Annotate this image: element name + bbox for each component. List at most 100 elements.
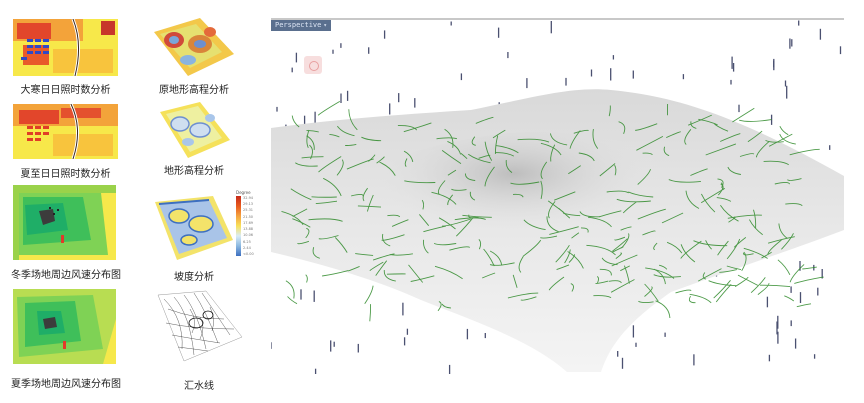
flow-line bbox=[784, 295, 795, 302]
flow-line bbox=[375, 260, 388, 276]
flow-line bbox=[653, 274, 681, 278]
original-elevation-caption: 原地形高程分析 bbox=[159, 85, 229, 96]
perspective-viewport[interactable]: Perspective ▾ bbox=[271, 18, 844, 374]
flow-line bbox=[548, 201, 556, 219]
flow-line bbox=[620, 265, 631, 272]
wind-winter-thumbnail[interactable] bbox=[13, 185, 116, 260]
flow-line bbox=[666, 241, 683, 254]
flow-line bbox=[750, 277, 766, 294]
flow-line bbox=[315, 200, 338, 205]
flow-line bbox=[781, 233, 794, 250]
flow-line bbox=[732, 107, 755, 123]
flow-line bbox=[601, 257, 618, 266]
wind-summer-thumbnail[interactable] bbox=[13, 289, 116, 364]
flow-line bbox=[655, 300, 671, 319]
slope-legend-tick: 32.94 bbox=[243, 196, 254, 200]
flow-line bbox=[404, 180, 436, 184]
flow-line bbox=[616, 198, 651, 203]
flow-line bbox=[369, 261, 384, 272]
flow-line bbox=[408, 264, 424, 283]
flow-line bbox=[612, 238, 628, 252]
slope-legend-tick: 13.88 bbox=[243, 227, 254, 232]
flow-line bbox=[522, 239, 542, 257]
flow-line bbox=[586, 244, 616, 256]
flow-line bbox=[573, 129, 589, 134]
flow-line bbox=[305, 227, 310, 239]
flow-line bbox=[571, 232, 580, 239]
flow-line bbox=[290, 188, 312, 201]
flow-line bbox=[785, 203, 803, 206]
flow-line bbox=[518, 256, 524, 273]
flow-line bbox=[759, 284, 791, 288]
flow-line bbox=[789, 264, 805, 283]
flow-line bbox=[318, 156, 342, 173]
flow-line bbox=[720, 133, 741, 142]
slope-legend-tick: 10.06 bbox=[243, 233, 254, 238]
chevron-down-icon[interactable]: ▾ bbox=[323, 22, 327, 29]
flow-line bbox=[727, 214, 762, 219]
flow-line bbox=[441, 150, 462, 164]
flow-line bbox=[599, 268, 612, 276]
flow-line bbox=[636, 136, 664, 151]
flow-line bbox=[357, 205, 382, 208]
slope-legend-tick: 6.25 bbox=[243, 239, 251, 244]
flow-line bbox=[397, 125, 418, 131]
flow-line bbox=[287, 296, 298, 305]
flow-lines bbox=[281, 101, 824, 322]
flow-line bbox=[334, 237, 348, 253]
flow-line bbox=[689, 293, 712, 304]
flow-line bbox=[361, 136, 382, 142]
flow-line bbox=[381, 234, 405, 241]
flow-line bbox=[437, 180, 446, 195]
slope-caption: 坡度分析 bbox=[174, 272, 214, 283]
flow-line bbox=[717, 183, 724, 196]
sunlight-summer-thumbnail[interactable] bbox=[13, 104, 118, 159]
flow-line bbox=[540, 180, 543, 200]
flow-line bbox=[510, 181, 540, 185]
flow-line bbox=[708, 280, 737, 287]
flow-line bbox=[733, 237, 747, 248]
flow-line bbox=[705, 240, 712, 250]
perspective-cube-icon[interactable] bbox=[304, 56, 322, 74]
flow-line bbox=[599, 210, 622, 218]
sunlight-winter-thumbnail[interactable] bbox=[13, 19, 118, 76]
flow-line bbox=[454, 217, 486, 221]
flow-line bbox=[680, 244, 696, 263]
flow-line bbox=[741, 251, 747, 272]
flow-line bbox=[628, 191, 654, 198]
flow-line bbox=[483, 248, 495, 267]
flow-line bbox=[614, 164, 617, 176]
flow-line bbox=[698, 118, 718, 126]
flow-line bbox=[610, 279, 635, 293]
flow-line bbox=[720, 204, 739, 222]
flow-line bbox=[690, 168, 708, 176]
flow-line bbox=[312, 247, 320, 259]
slope-thumbnail[interactable] bbox=[153, 194, 235, 262]
viewport-tab[interactable]: Perspective ▾ bbox=[271, 20, 331, 31]
flow-line bbox=[546, 216, 559, 233]
flow-line bbox=[743, 247, 768, 259]
catchment-lines-caption: 汇水线 bbox=[184, 381, 214, 392]
terrain-model bbox=[271, 20, 844, 374]
sunlight-summer-caption: 夏至日日照时数分析 bbox=[20, 169, 111, 180]
flow-line bbox=[606, 190, 629, 194]
flow-line bbox=[297, 240, 310, 245]
flow-line bbox=[621, 233, 630, 249]
flow-line bbox=[685, 190, 700, 209]
flow-line bbox=[688, 295, 696, 304]
terrain-elevation-thumbnail[interactable] bbox=[158, 100, 232, 160]
flow-line bbox=[323, 177, 342, 197]
flow-line bbox=[517, 138, 550, 143]
flow-line bbox=[364, 285, 374, 304]
original-elevation-thumbnail[interactable] bbox=[152, 14, 236, 79]
flow-line bbox=[568, 254, 576, 263]
flow-line bbox=[716, 197, 732, 202]
flow-line bbox=[449, 246, 471, 251]
flow-line bbox=[796, 303, 812, 308]
flow-line bbox=[568, 165, 581, 175]
flow-line bbox=[644, 283, 659, 302]
flow-line bbox=[548, 276, 565, 291]
catchment-lines-thumbnail[interactable] bbox=[154, 289, 244, 364]
viewport-tab-label: Perspective bbox=[275, 21, 322, 29]
flow-line bbox=[592, 129, 599, 149]
